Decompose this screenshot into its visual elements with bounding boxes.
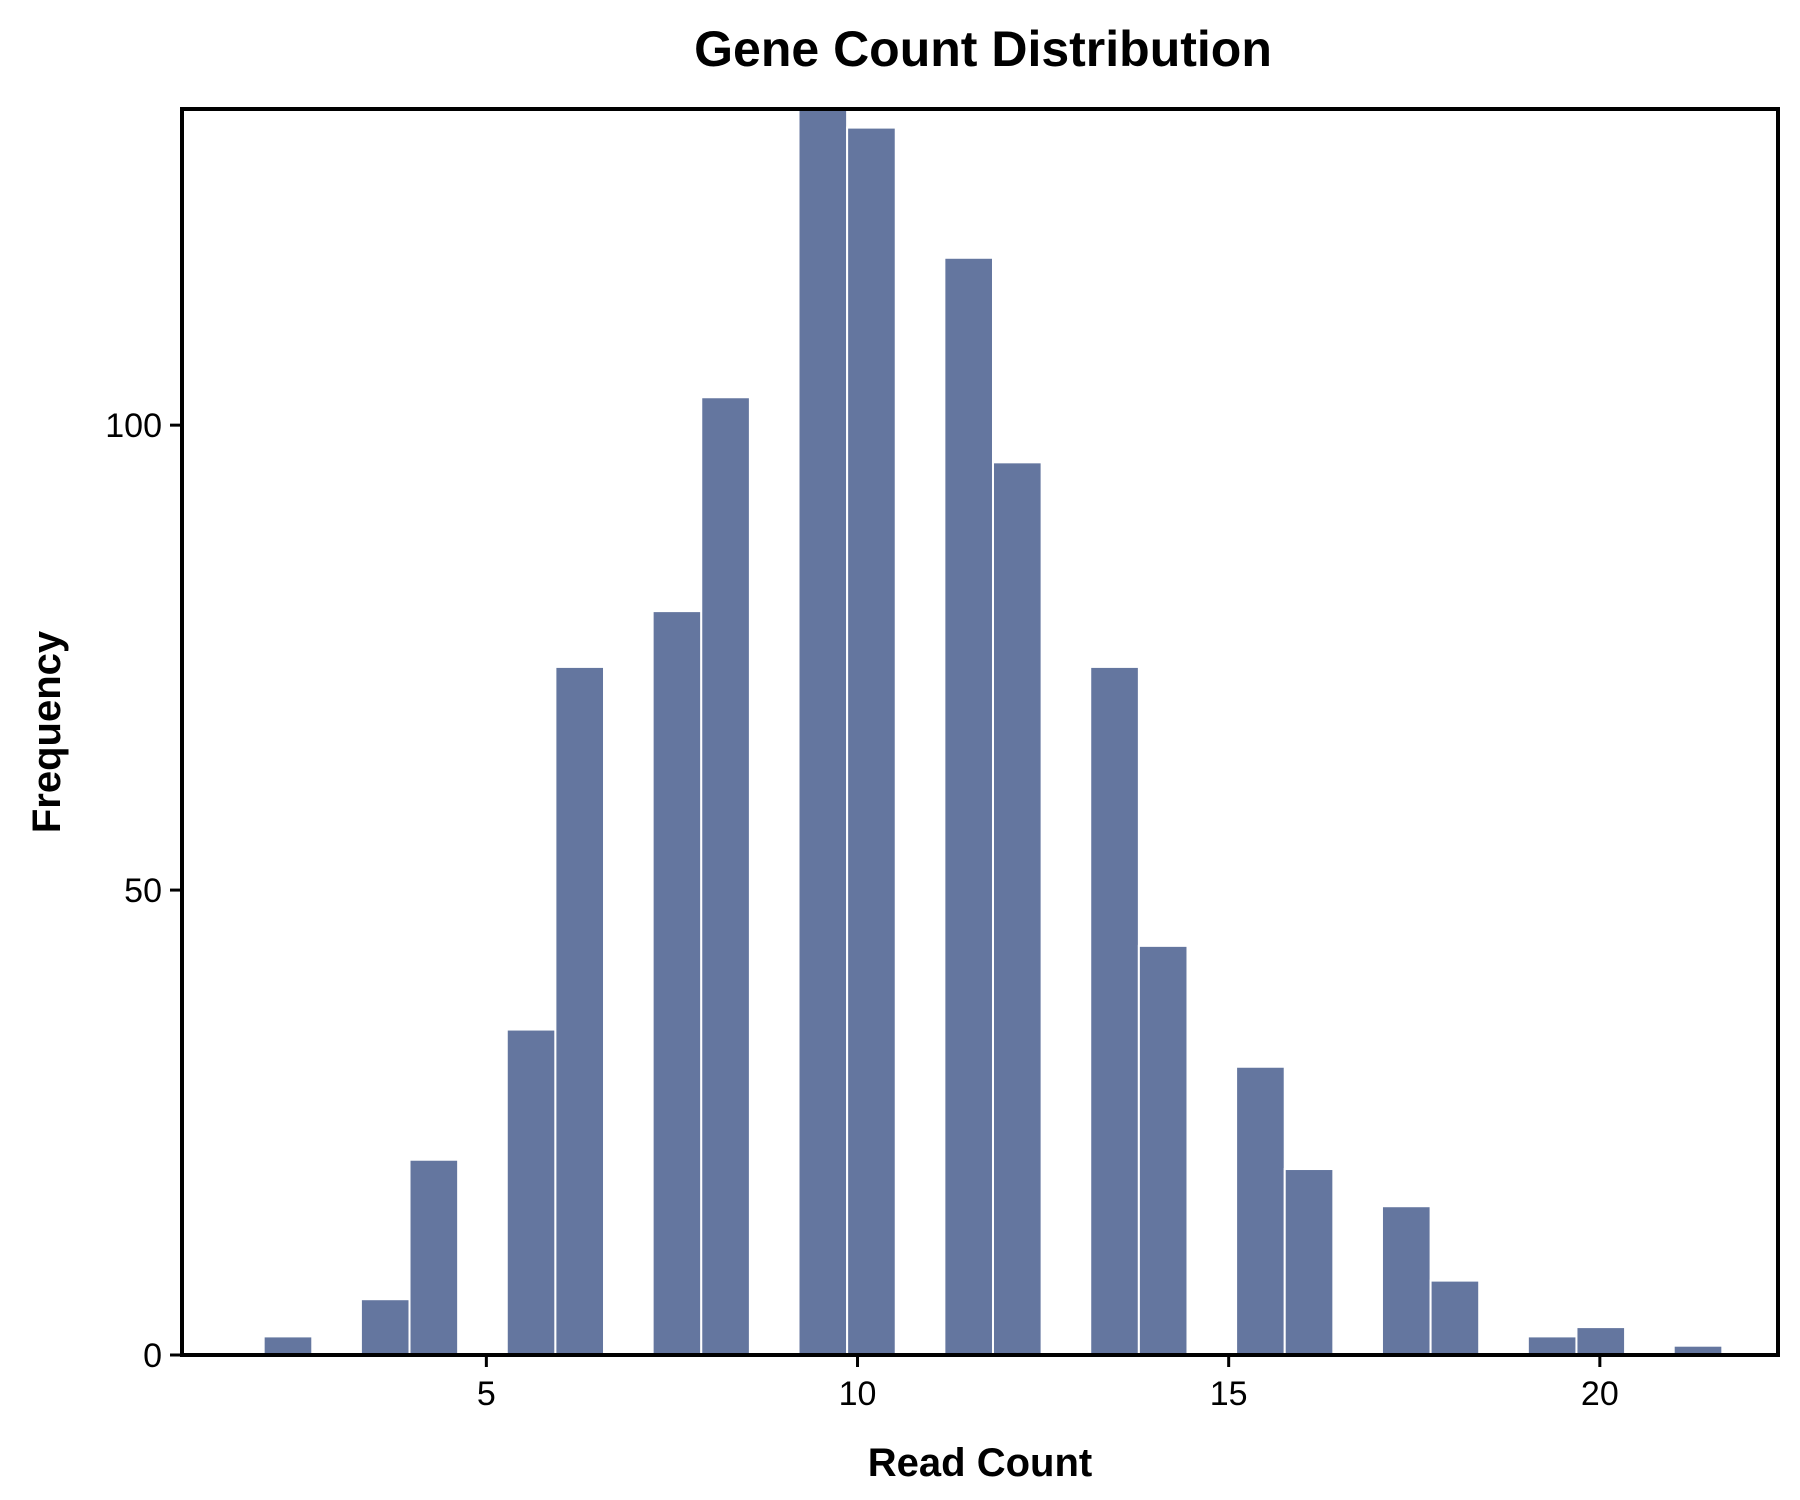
- histogram-bar-16: [1429, 1279, 1481, 1356]
- x-tick-label-15: 15: [1210, 1375, 1248, 1413]
- histogram-bar-15: [1380, 1205, 1432, 1356]
- histogram-bar-12: [1137, 944, 1189, 1356]
- x-tick-label-5: 5: [477, 1375, 496, 1413]
- histogram-bar-1: [359, 1298, 411, 1357]
- plot-frame: [180, 107, 1780, 1357]
- y-tick-label-0: 0: [143, 1337, 162, 1375]
- histogram-bar-4: [554, 665, 606, 1356]
- y-axis-label: Frequency: [25, 630, 69, 833]
- chart-title: Gene Count Distribution: [694, 21, 1272, 77]
- histogram-bar-8: [846, 126, 897, 1356]
- histogram-bar-11: [1089, 665, 1140, 1356]
- histogram-bar-6: [700, 396, 751, 1356]
- x-tick-label-10: 10: [839, 1375, 877, 1413]
- y-tick-label-50: 50: [124, 872, 162, 910]
- histogram-bar-9: [943, 256, 994, 1356]
- histogram-bar-7: [797, 108, 849, 1356]
- histogram-bar-3: [505, 1028, 557, 1356]
- x-tick-label-20: 20: [1581, 1375, 1619, 1413]
- x-axis-label: Read Count: [868, 1441, 1092, 1485]
- y-tick-label-100: 100: [105, 407, 162, 445]
- bars-group: [262, 108, 1724, 1357]
- histogram-bar-18: [1575, 1326, 1627, 1357]
- histogram-bar-2: [408, 1158, 460, 1356]
- histogram-bar-10: [991, 461, 1043, 1357]
- histogram-bar-14: [1283, 1168, 1335, 1357]
- histogram-bar-0: [262, 1335, 314, 1356]
- histogram-bar-13: [1235, 1065, 1286, 1356]
- histogram-bar-17: [1526, 1335, 1578, 1356]
- histogram-bar-5: [651, 610, 703, 1356]
